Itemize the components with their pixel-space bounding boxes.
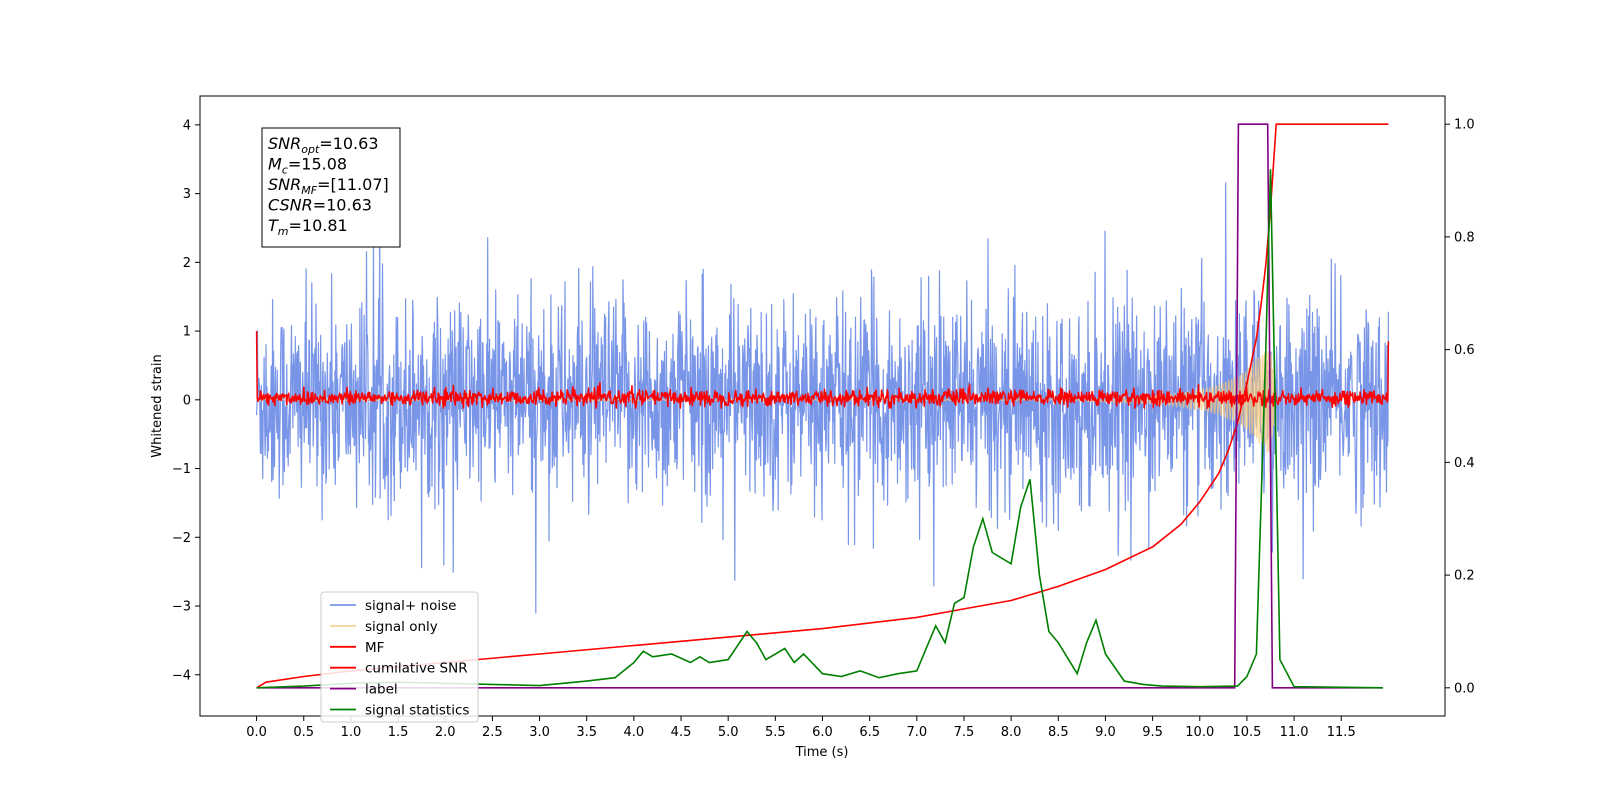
series-signal-statistics bbox=[256, 169, 1383, 689]
annotation-value: =10.63 bbox=[313, 196, 372, 215]
annotation-symbol: CSNR bbox=[268, 196, 313, 215]
legend: signal+ noise signal only MF cumilative SNR… bbox=[320, 591, 479, 723]
annotation-subscript: c bbox=[282, 164, 288, 177]
x-tick-label: 11.5 bbox=[1327, 725, 1356, 740]
y-tick-label: 1 bbox=[183, 325, 191, 340]
y-axis-label: Whitened strain bbox=[150, 354, 165, 457]
y-tick-label: 0 bbox=[183, 393, 191, 408]
legend-label: signal only bbox=[365, 619, 438, 635]
annotation-line: Mc=15.08 bbox=[268, 155, 347, 177]
annotation-line: SNRMF=[11.07] bbox=[268, 175, 389, 197]
x-tick-label: 1.5 bbox=[388, 725, 409, 740]
annotation-subscript: MF bbox=[301, 184, 317, 197]
y2-axis-ticks: 0.0 0.2 0.4 0.6 0.8 1.0 bbox=[1445, 118, 1475, 696]
annotation-box: SNRopt=10.63Mc=15.08SNRMF=[11.07]CSNR=10… bbox=[261, 127, 401, 248]
x-tick-label: 7.5 bbox=[954, 725, 975, 740]
y2-tick-label: 1.0 bbox=[1454, 118, 1475, 133]
legend-label: cumilative SNR bbox=[365, 661, 468, 677]
annotation-symbol: M bbox=[268, 155, 282, 174]
annotation-line: SNRopt=10.63 bbox=[268, 134, 379, 156]
x-tick-label: 11.0 bbox=[1280, 725, 1309, 740]
x-tick-label: 4.5 bbox=[671, 725, 692, 740]
plot-area bbox=[255, 123, 1390, 689]
legend-label: label bbox=[365, 682, 398, 698]
y-tick-label: −3 bbox=[172, 600, 191, 615]
annotation-lines: SNRopt=10.63Mc=15.08SNRMF=[11.07]CSNR=10… bbox=[268, 134, 389, 238]
legend-label: signal statistics bbox=[365, 703, 469, 719]
annotation-line: Tm=10.81 bbox=[268, 216, 348, 238]
annotation-value: =[11.07] bbox=[317, 175, 389, 194]
x-tick-label: 6.0 bbox=[812, 725, 833, 740]
y-tick-label: −2 bbox=[172, 531, 191, 546]
y-tick-label: 2 bbox=[183, 256, 191, 271]
y2-tick-label: 0.8 bbox=[1454, 230, 1475, 245]
annotation-symbol: SNR bbox=[268, 134, 301, 153]
legend-items: signal+ noise signal only MF cumilative SNR… bbox=[330, 598, 469, 719]
x-tick-label: 7.0 bbox=[906, 725, 927, 740]
y-axis-ticks: −4 −3 −2 −1 0 1 2 3 4 bbox=[172, 118, 200, 683]
x-tick-label: 6.5 bbox=[859, 725, 880, 740]
x-axis-label: Time (s) bbox=[795, 745, 849, 760]
x-tick-label: 9.5 bbox=[1142, 725, 1163, 740]
x-tick-label: 10.5 bbox=[1232, 725, 1261, 740]
annotation-value: =10.63 bbox=[319, 134, 378, 153]
y2-tick-label: 0.2 bbox=[1454, 569, 1475, 584]
annotation-subscript: opt bbox=[301, 143, 320, 156]
series-label bbox=[256, 123, 1383, 689]
x-tick-label: 8.5 bbox=[1048, 725, 1069, 740]
y-tick-label: −4 bbox=[172, 668, 191, 683]
series-mf bbox=[255, 331, 1390, 409]
annotation-symbol: SNR bbox=[268, 175, 301, 194]
legend-frame bbox=[320, 591, 479, 723]
annotation-frame bbox=[261, 127, 401, 248]
annotation-subscript: m bbox=[278, 225, 289, 238]
y2-tick-label: 0.6 bbox=[1454, 343, 1475, 358]
series-signal-noise bbox=[256, 182, 1390, 614]
y-tick-label: −1 bbox=[172, 462, 191, 477]
x-tick-label: 5.0 bbox=[718, 725, 739, 740]
x-tick-label: 8.0 bbox=[1001, 725, 1022, 740]
annotation-line: CSNR=10.63 bbox=[268, 196, 372, 215]
x-tick-label: 2.0 bbox=[435, 725, 456, 740]
legend-label: MF bbox=[365, 640, 384, 656]
legend-label: signal+ noise bbox=[365, 598, 456, 614]
x-tick-label: 2.5 bbox=[482, 725, 503, 740]
x-tick-label: 1.0 bbox=[341, 725, 362, 740]
y-tick-label: 3 bbox=[183, 187, 191, 202]
x-axis-ticks: 0.0 0.5 1.0 1.5 2.0 2.5 3.0 3.5 4.0 4.5 5.0 5.5 6.0 6… bbox=[246, 716, 1356, 740]
x-tick-label: 10.0 bbox=[1185, 725, 1214, 740]
x-tick-label: 5.5 bbox=[765, 725, 786, 740]
annotation-value: =10.81 bbox=[289, 216, 348, 235]
x-tick-label: 3.0 bbox=[529, 725, 550, 740]
annotation-value: =15.08 bbox=[288, 155, 347, 174]
y2-tick-label: 0.4 bbox=[1454, 456, 1475, 471]
x-tick-label: 0.0 bbox=[246, 725, 267, 740]
x-tick-label: 9.0 bbox=[1095, 725, 1116, 740]
annotation-symbol: T bbox=[268, 216, 279, 235]
x-tick-label: 0.5 bbox=[293, 725, 314, 740]
y-tick-label: 4 bbox=[183, 118, 191, 133]
series-cumulative-snr bbox=[256, 123, 1389, 689]
y2-tick-label: 0.0 bbox=[1454, 681, 1475, 696]
x-tick-label: 3.5 bbox=[576, 725, 597, 740]
x-tick-label: 4.0 bbox=[624, 725, 645, 740]
